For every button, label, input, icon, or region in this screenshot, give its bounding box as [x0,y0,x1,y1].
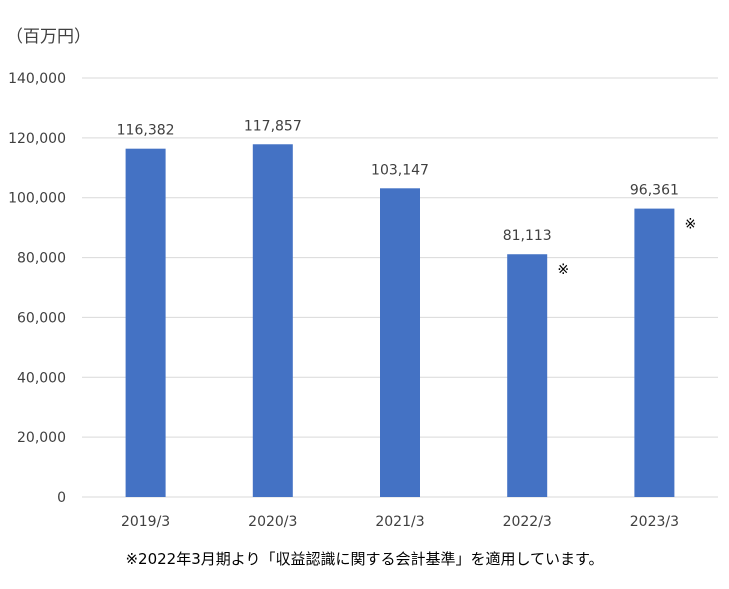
data-label: 116,382 [117,123,175,139]
y-tick-label: 0 [57,490,66,506]
y-tick-label: 40,000 [17,370,66,386]
bar [507,254,548,497]
bar [252,144,293,498]
x-tick-label: 2022/3 [503,514,552,530]
x-tick-label: 2020/3 [248,514,297,530]
y-tick-label: 140,000 [8,71,66,87]
data-label: 117,857 [244,118,302,134]
x-tick-label: 2019/3 [121,514,170,530]
y-tick-label: 60,000 [17,310,66,326]
data-label: 103,147 [371,162,429,178]
data-label: 96,361 [630,183,679,199]
unit-label: （百万円） [6,27,91,47]
note-marker: ※ [557,262,569,278]
bar [380,188,420,497]
note-marker: ※ [685,217,697,233]
y-tick-label: 100,000 [8,191,66,207]
y-tick-label: 120,000 [8,131,66,147]
y-tick-label: 80,000 [17,251,66,267]
bar [125,148,166,497]
x-tick-label: 2021/3 [375,514,424,530]
bar-chart: 0 20,000 40,000 60,000 80,000 100,000 120,000 1… [8,71,718,530]
y-tick-label: 20,000 [17,430,66,446]
footnote: ※2022年3月期より「収益認識に関する会計基準」を適用しています。 [125,550,604,568]
data-label: 81,113 [503,228,552,244]
x-tick-label: 2023/3 [630,514,679,530]
bar [634,208,675,497]
